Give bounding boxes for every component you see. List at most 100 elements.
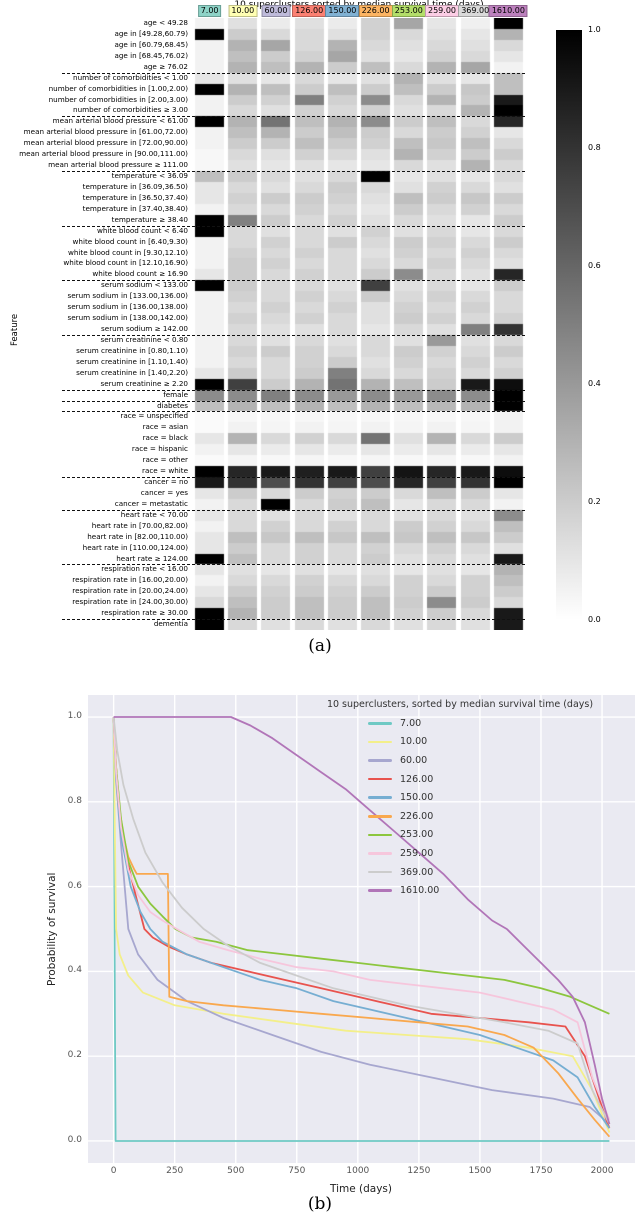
feature-row-label: serum creatinine in [1.40,2.20): [76, 367, 188, 377]
survival-curve-259.00: [112, 716, 611, 1121]
group-separator-line: [62, 280, 525, 282]
feature-row-label: diabetes: [157, 400, 188, 410]
feature-row-label: heart rate in [110.00,124.00): [82, 542, 188, 552]
legend-entry: 126.00: [368, 770, 439, 789]
caption-a: (a): [308, 636, 332, 656]
feature-row-label: serum sodium in [136.00,138.00): [67, 302, 188, 312]
legend-label: 369.00: [400, 866, 434, 878]
feature-row-label: age in [49.28,60.79): [114, 28, 188, 38]
feature-row-label: race = white: [142, 466, 188, 476]
colorbar: [556, 30, 582, 620]
feature-row-label: cancer = yes: [140, 487, 188, 497]
colorbar-tick-label: 0.2: [588, 497, 601, 506]
legend-color-swatch: [368, 870, 392, 874]
survival-plot-area: [88, 695, 635, 1163]
y-tick-label: 0.4: [67, 965, 82, 976]
caption-b: (b): [307, 1194, 333, 1214]
x-tick-label: 2000: [590, 1166, 614, 1176]
x-tick-label: 1250: [407, 1166, 431, 1176]
group-separator-line: [62, 225, 525, 227]
legend-label: 1610.00: [400, 885, 440, 897]
group-separator-line: [62, 400, 525, 402]
feature-row-label: white blood count in [9.30,12.10): [67, 247, 188, 257]
legend-label: 226.00: [400, 810, 434, 822]
feature-row-label: serum sodium ≥ 142.00: [101, 324, 188, 333]
y-tick-label: 1.0: [67, 711, 82, 722]
feature-row-label: serum sodium in [133.00,136.00): [67, 291, 188, 301]
legend-entry: 1610.00: [368, 881, 439, 900]
colorbar-tick-label: 0.8: [588, 143, 601, 152]
survival-curve-1610.00: [113, 716, 611, 1125]
y-tick-label: 0.0: [67, 1134, 82, 1145]
colorbar-tick-label: 1.0: [588, 25, 601, 34]
legend-color-swatch: [368, 722, 392, 725]
x-tick-label: 1000: [346, 1166, 370, 1176]
feature-row-label: heart rate in [70.00,82.00): [91, 520, 188, 530]
feature-row-label: age in [68.45,76.02): [114, 50, 188, 60]
feature-row-label: number of comorbidities in [1.00,2.00): [48, 83, 188, 93]
survival-plot-title: 10 superclusters, sorted by median survi…: [326, 699, 594, 710]
y-tick-label: 0.2: [67, 1050, 82, 1061]
legend-entry: 253.00: [368, 826, 439, 845]
legend-entry: 60.00: [368, 751, 439, 770]
feature-row-label: female: [163, 389, 188, 399]
survival-curve-7.00: [112, 716, 610, 1142]
x-tick-label: 1750: [529, 1166, 553, 1176]
legend-color-swatch: [368, 740, 392, 744]
group-separator-line: [62, 334, 525, 336]
legend-entry: 150.00: [368, 788, 439, 807]
cluster-header: 369.00: [458, 5, 493, 17]
feature-row-label: mean arterial blood pressure < 61.00: [52, 116, 188, 126]
group-separator-line: [62, 389, 525, 391]
survival-curve-10.00: [112, 716, 611, 1133]
x-tick-label: 0: [110, 1166, 117, 1176]
group-separator-line: [62, 72, 525, 74]
group-separator-line: [62, 564, 525, 566]
legend-color-swatch: [368, 759, 392, 762]
legend-entry: 259.00: [368, 844, 439, 863]
legend-color-swatch: [368, 814, 392, 818]
survival-legend: 7.00 10.00 60.00 126.00 150.00 226.00 253.00 25…: [368, 714, 439, 900]
feature-row-label: cancer = no: [144, 477, 188, 486]
legend-color-swatch: [368, 777, 392, 781]
colorbar-tick-label: 0.4: [588, 379, 601, 388]
legend-color-swatch: [368, 796, 392, 799]
feature-row-label: race = other: [142, 455, 188, 465]
feature-row-label: race = asian: [142, 422, 188, 432]
feature-row-label: serum creatinine in [0.80,1.10): [76, 345, 188, 355]
colorbar-tick-label: 0.6: [588, 261, 601, 270]
legend-label: 7.00: [400, 717, 422, 729]
group-separator-line: [62, 116, 525, 118]
legend-entry: 10.00: [368, 733, 439, 752]
x-tick-label: 1500: [468, 1166, 492, 1176]
feature-row-label: mean arterial blood pressure in [72.00,9…: [23, 138, 188, 148]
legend-label: 126.00: [400, 773, 434, 785]
legend-entry: 226.00: [368, 807, 439, 826]
x-tick-label: 500: [227, 1166, 245, 1176]
legend-label: 10.00: [400, 736, 428, 748]
feature-row-label: heart rate ≥ 124.00: [116, 553, 188, 563]
x-tick-label: 750: [288, 1166, 306, 1176]
feature-row-label: respiration rate in [24.00,30.00): [72, 597, 188, 607]
feature-row-label: temperature in [36.50,37.40): [82, 192, 188, 202]
feature-row-label: white blood count in [6.40,9.30): [72, 236, 188, 246]
feature-row-label: temperature < 36.09: [111, 171, 188, 180]
legend-label: 60.00: [400, 754, 428, 766]
legend-color-swatch: [368, 889, 392, 892]
feature-row-label: temperature in [36.09,36.50): [82, 181, 188, 191]
survival-curves-svg: [88, 695, 635, 1163]
feature-row-label: heart rate < 70.00: [120, 509, 188, 519]
y-axis-label: Probability of survival: [46, 872, 58, 986]
group-separator-line: [62, 619, 525, 621]
feature-row-label: respiration rate ≥ 30.00: [101, 608, 188, 618]
colorbar-tick-label: 0.0: [588, 615, 601, 624]
feature-row-label: respiration rate < 16.00: [101, 564, 188, 574]
feature-row-label: white blood count < 6.40: [96, 225, 188, 235]
feature-row-label: serum creatinine ≥ 2.20: [100, 378, 188, 388]
feature-row-label: age < 49.28: [143, 18, 188, 27]
feature-row-label: white blood count in [12.10,16.90): [63, 258, 188, 268]
feature-row-label: cancer = metastatic: [114, 498, 188, 508]
cluster-header: 259.00: [425, 5, 459, 17]
cluster-header: 150.00: [325, 5, 360, 17]
legend-entry: 369.00: [368, 863, 439, 882]
